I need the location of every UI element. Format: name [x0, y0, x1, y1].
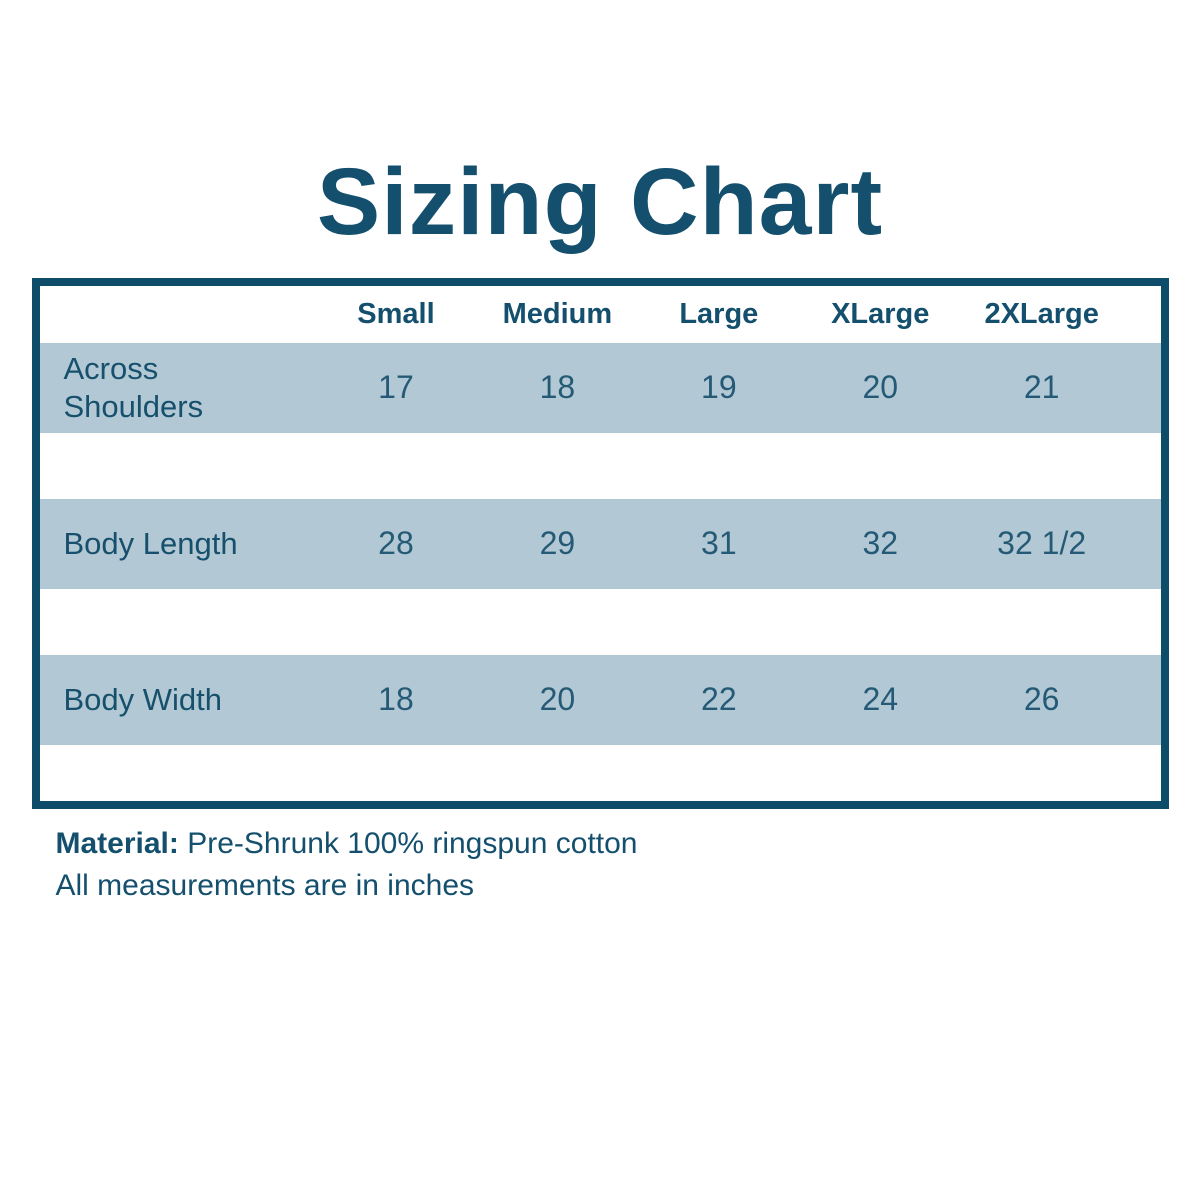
material-value: Pre-Shrunk 100% ringspun cotton [187, 826, 638, 860]
row-label-cell: Body Width [40, 655, 316, 745]
table-row-body-length: Body Length 28 29 31 32 32 1/2 [39, 498, 1161, 589]
cell-value: 31 [701, 525, 737, 561]
row-spacer [39, 744, 1161, 801]
material-line: Material: Pre-Shrunk 100% ringspun cotto… [56, 823, 1169, 866]
cell-value: 20 [539, 681, 576, 717]
footer: Material: Pre-Shrunk 100% ringspun cotto… [32, 823, 1169, 908]
cell-value: 29 [539, 525, 576, 561]
filler-cell [1122, 499, 1160, 589]
column-header-2xlarge: 2XLarge [984, 297, 1099, 330]
cell-value: 19 [701, 369, 737, 405]
row-label: Body Width [63, 681, 223, 717]
cell-value: 20 [862, 369, 899, 405]
table-row-across-shoulders: Across Shoulders 17 18 19 20 21 [39, 342, 1161, 433]
measurements-note: All measurements are in inches [55, 869, 475, 903]
cell-value: 26 [1023, 681, 1060, 717]
column-header-large: Large [679, 297, 759, 330]
cell-value: 32 1/2 [997, 525, 1087, 561]
cell-value: 22 [701, 681, 737, 717]
row-spacer [39, 432, 1161, 499]
cell-value: 18 [378, 681, 414, 717]
sizing-chart-page: Sizing Chart Small Medium Large XLarge 2… [0, 150, 1200, 1200]
filler-cell [1122, 286, 1160, 343]
column-header-xlarge: XLarge [831, 297, 930, 330]
material-label: Material: [55, 826, 179, 860]
cell-value: 24 [862, 681, 899, 717]
row-label: Body Length [63, 525, 238, 561]
corner-cell [40, 286, 316, 343]
column-header-small: Small [357, 297, 435, 330]
table-row-body-width: Body Width 18 20 22 24 26 [39, 654, 1161, 745]
row-label: Across Shoulders [63, 350, 204, 424]
column-header-medium: Medium [502, 297, 613, 330]
cell-value: 28 [378, 525, 414, 561]
filler-cell [1122, 655, 1160, 745]
cell-value: 17 [378, 369, 414, 405]
cell-value: 18 [539, 369, 576, 405]
row-spacer [39, 588, 1161, 655]
header-row: Small Medium Large XLarge 2XLarge [39, 285, 1161, 343]
filler-cell [1122, 343, 1160, 433]
page-title: Sizing Chart [316, 149, 884, 255]
row-label-cell: Across Shoulders [40, 343, 316, 433]
row-label-cell: Body Length [40, 499, 316, 589]
sizing-table: Small Medium Large XLarge 2XLarge Across… [31, 277, 1169, 809]
cell-value: 21 [1023, 369, 1060, 405]
cell-value: 32 [862, 525, 899, 561]
content-wrapper: Small Medium Large XLarge 2XLarge Across… [31, 277, 1169, 908]
